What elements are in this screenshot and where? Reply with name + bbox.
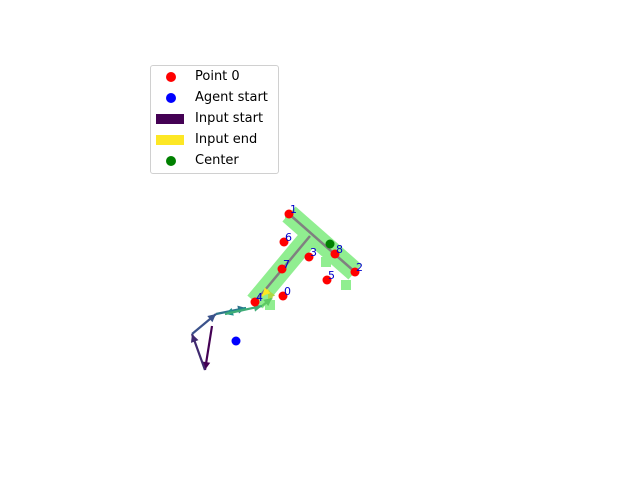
legend-item-center: Center [151,152,278,170]
legend-item-agent-start: Agent start [151,89,278,107]
legend-label: Agent start [195,90,268,105]
legend-label: Input end [195,132,258,147]
point-label-5: 5 [328,269,335,282]
point-marker-5 [322,275,332,285]
legend-marker-center [166,156,176,166]
legend-marker-input-start [156,114,184,124]
legend-item-point-0: Point 0 [151,68,278,86]
legend-marker-agent-start [166,93,176,103]
trajectory-arrow-7 [267,289,276,299]
region-block-1 [341,280,351,290]
legend-marker-input-end [156,135,184,145]
trajectory-arrow-2 [191,313,217,335]
point-label-7: 7 [283,258,290,271]
trajectory-arrow-8 [261,287,271,297]
legend-label: Input start [195,111,264,126]
point-marker-1 [284,209,294,219]
trajectory-arrow-6 [261,297,273,307]
legend-label: Center [195,153,239,168]
point-marker-7 [277,264,287,274]
point-label-1: 1 [290,203,297,216]
point-label-6: 6 [285,231,292,244]
trajectory-arrows [190,287,276,371]
point-marker-3 [304,252,314,262]
agent-start-marker [231,336,241,346]
region-block-3 [321,257,331,267]
point-label-8: 8 [336,243,343,256]
point-marker-6 [279,237,289,247]
point-marker-8 [330,249,340,259]
legend-label: Point 0 [195,69,240,84]
point-label-0: 0 [284,285,291,298]
point-label-2: 2 [356,261,363,274]
point-label-4: 4 [256,291,263,304]
trajectory-arrow-1 [190,333,207,371]
center-marker [325,239,335,249]
skeleton-line-0 [288,213,356,273]
legend: Point 0 Agent start Input start Input en… [150,65,279,174]
trajectory-arrow-0 [202,325,214,371]
point-marker-4 [250,297,260,307]
points-layer: 0 1 2 3 4 5 6 7 8 [231,203,363,346]
legend-item-input-start: Input start [151,110,278,128]
point-marker-0 [278,291,288,301]
legend-item-input-end: Input end [151,131,278,149]
legend-marker-point-0 [166,72,176,82]
region-block-2 [265,300,275,310]
point-label-3: 3 [310,246,317,259]
point-marker-2 [350,267,360,277]
